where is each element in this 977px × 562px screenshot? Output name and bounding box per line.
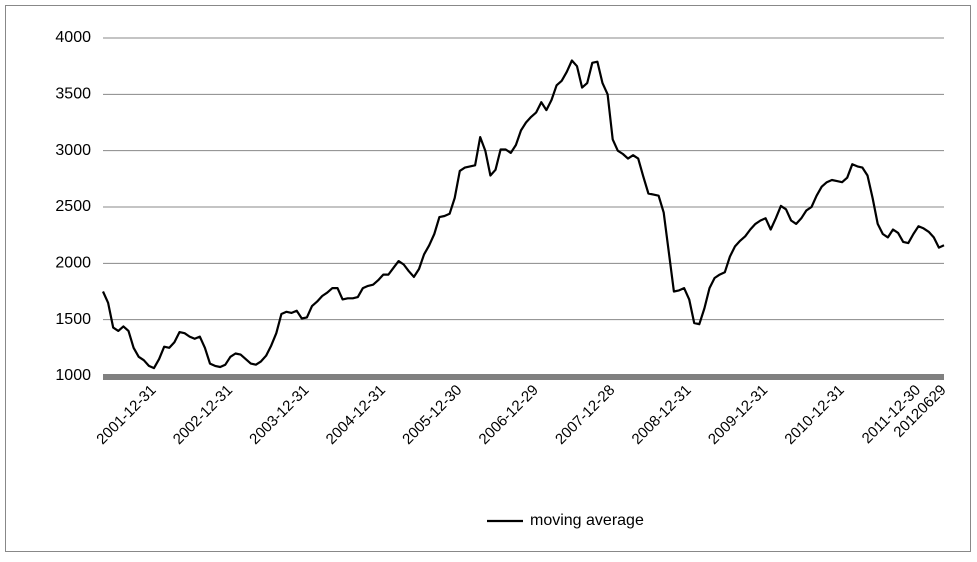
x-axis: [103, 374, 944, 380]
y-tick-label: 2500: [55, 198, 91, 215]
y-tick-label: 2000: [55, 255, 91, 272]
legend-label: moving average: [530, 512, 644, 529]
y-tick-label: 1500: [55, 311, 91, 328]
y-tick-label: 1000: [55, 367, 91, 384]
chart-border: [5, 5, 971, 552]
y-tick-label: 3500: [55, 86, 91, 103]
y-tick-label: 4000: [55, 29, 91, 46]
data-line: [101, 59, 945, 370]
y-tick-label: 3000: [55, 142, 91, 159]
